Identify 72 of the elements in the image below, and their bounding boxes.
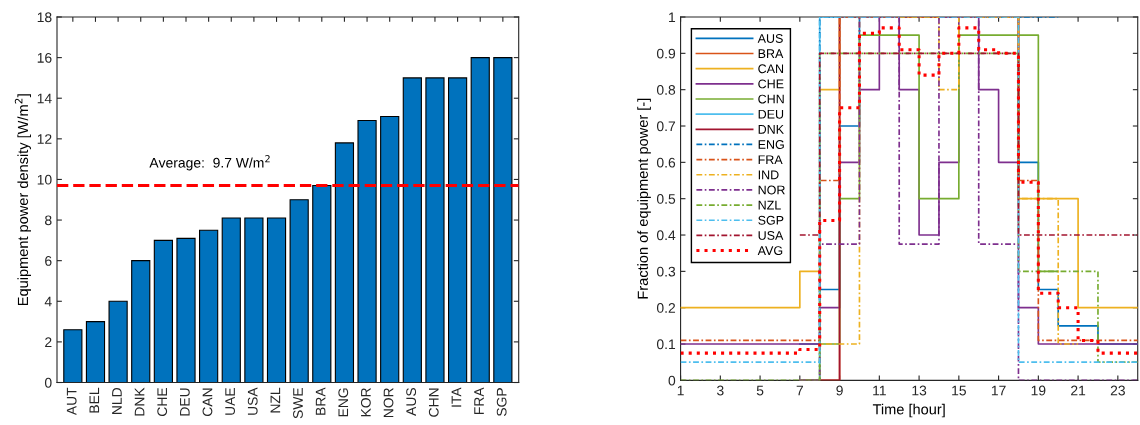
x-tick-label: FRA [474, 387, 484, 414]
legend-label: DNK [758, 125, 784, 134]
y-tick-label: 0.9 [656, 48, 676, 59]
x-tick-label: AUS [406, 388, 417, 416]
x-tick-label: 19 [1031, 385, 1046, 396]
legend-label: CAN [758, 64, 784, 74]
y-axis-title: Fraction of equipment power [-] [637, 98, 651, 299]
x-tick-label: UAE [225, 387, 235, 415]
x-tick-label: 15 [952, 385, 966, 396]
y-tick-label: 0 [668, 375, 676, 386]
x-tick-label: BEL [89, 387, 100, 413]
legend-label: CHN [758, 94, 784, 104]
y-tick-label: 18 [37, 12, 52, 23]
legend-label: USA [758, 231, 784, 240]
x-tick-label: NLD [112, 388, 122, 415]
x-tick-label: NOR [383, 388, 394, 418]
y-tick-label: 8 [45, 215, 52, 226]
x-tick-label: CHE [157, 387, 168, 416]
x-tick-label: 5 [756, 385, 764, 396]
x-tick-label: 13 [912, 385, 927, 396]
x-tick-label: KOR [360, 388, 371, 417]
y-tick-label: 0.5 [656, 194, 676, 204]
ref-line-label: Average: 9.7 W/m$^{2}$ [149, 155, 270, 171]
x-tick-label: 3 [717, 385, 724, 396]
y-tick-label: 0 [44, 377, 52, 388]
x-tick-label: ITA [451, 387, 462, 407]
legend-label: AVG [757, 246, 783, 256]
x-tick-label: 7 [796, 385, 803, 396]
legend-label: NZL [758, 200, 781, 210]
y-axis-title: Equipment power density [W/m$^{2}$] [14, 94, 31, 306]
x-tick-label: ENG [338, 388, 349, 417]
x-tick-label: USA [247, 387, 258, 415]
y-tick-label: 0.2 [656, 303, 676, 313]
y-tick-label: 0.4 [656, 230, 676, 241]
y-tick-label: 0.6 [656, 157, 676, 168]
x-tick-label: CHN [428, 388, 439, 417]
y-tick-label: 12 [37, 134, 52, 144]
legend-label: CHE [758, 79, 784, 89]
x-tick-label: 11 [873, 385, 886, 396]
x-tick-label: DNK [134, 387, 145, 416]
y-tick-label: 0.1 [656, 339, 676, 350]
legend-label: DEU [758, 109, 784, 119]
y-tick-label: 16 [37, 52, 52, 63]
x-tick-label: AUT [66, 387, 77, 416]
x-tick-label: 9 [836, 385, 843, 396]
x-tick-label: BRA [315, 387, 326, 415]
x-tick-label: 21 [1071, 385, 1086, 396]
y-tick-label: 0.7 [656, 121, 676, 132]
y-tick-label: 4 [44, 296, 52, 307]
x-tick-label: 17 [991, 385, 1006, 396]
legend-label: FRA [758, 155, 783, 164]
y-tick-label: 1 [669, 12, 676, 23]
y-tick-label: 0.3 [656, 266, 676, 277]
x-tick-label: CAN [202, 388, 213, 416]
legend-label: IND [758, 170, 779, 180]
y-tick-label: 2 [45, 337, 52, 347]
legend-label: NOR [758, 185, 785, 195]
legend-label: AUS [757, 34, 783, 43]
legend-label: SGP [758, 215, 784, 225]
x-tick-label: SWE [293, 387, 303, 419]
x-tick-label: NZL [270, 387, 281, 413]
legend-label: BRA [758, 49, 784, 58]
x-tick-label: 1 [677, 385, 684, 396]
x-tick-label: 23 [1110, 385, 1125, 396]
legend-label: ENG [758, 140, 784, 149]
y-tick-label: 10 [37, 174, 52, 185]
x-tick-label: DEU [180, 388, 190, 416]
x-axis-title: Time [hour] [872, 403, 945, 418]
x-tick-label: SGP [496, 388, 507, 417]
y-tick-label: 0.8 [656, 85, 676, 95]
y-tick-label: 6 [45, 256, 52, 266]
y-tick-label: 14 [37, 93, 52, 104]
